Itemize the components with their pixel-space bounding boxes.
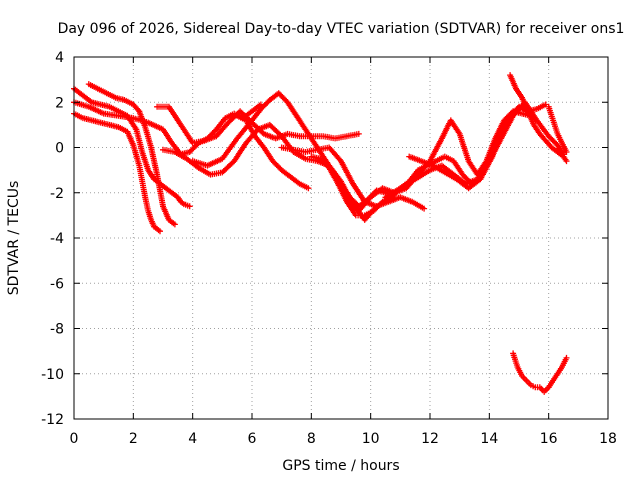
y-tick-label: 0	[55, 141, 64, 157]
y-tick-label: -8	[50, 322, 64, 338]
x-tick-label: 10	[362, 431, 380, 447]
x-tick-label: 2	[129, 431, 138, 447]
axis-ticks: 0 2 4 6 8 10 12 14 16 18 4 2 0 -2 -4 -6 -8 -10 -12	[41, 50, 617, 447]
series-track-14	[507, 72, 570, 165]
series-track-10	[308, 153, 475, 219]
x-axis-label: GPS time / hours	[282, 458, 399, 474]
y-axis-label: SDTVAR / TECUs	[6, 181, 22, 296]
x-tick-label: 8	[307, 431, 316, 447]
data-point-markers	[234, 112, 312, 192]
data-points	[71, 72, 570, 395]
x-tick-label: 4	[188, 431, 197, 447]
series-track-16	[510, 350, 570, 395]
y-tick-label: 4	[55, 50, 64, 66]
data-point-markers	[510, 350, 570, 395]
y-tick-label: -2	[50, 186, 64, 202]
x-tick-label: 14	[480, 431, 498, 447]
y-tick-label: -4	[50, 231, 64, 247]
series-track-3	[85, 81, 178, 228]
x-tick-label: 0	[70, 431, 79, 447]
y-tick-label: -6	[50, 276, 64, 292]
x-tick-label: 6	[248, 431, 257, 447]
x-tick-label: 18	[599, 431, 617, 447]
x-tick-label: 12	[421, 431, 439, 447]
y-tick-label: 2	[55, 95, 64, 111]
y-tick-label: -10	[41, 367, 64, 383]
data-point-markers	[507, 72, 570, 165]
x-tick-label: 16	[540, 431, 558, 447]
series-track-15	[545, 103, 570, 155]
series-track-8	[234, 112, 312, 192]
data-point-markers	[545, 103, 570, 155]
y-tick-label: -12	[41, 412, 64, 428]
data-point-markers	[85, 81, 178, 228]
chart-title: Day 096 of 2026, Sidereal Day-to-day VTE…	[58, 21, 625, 37]
data-point-markers	[308, 153, 475, 219]
